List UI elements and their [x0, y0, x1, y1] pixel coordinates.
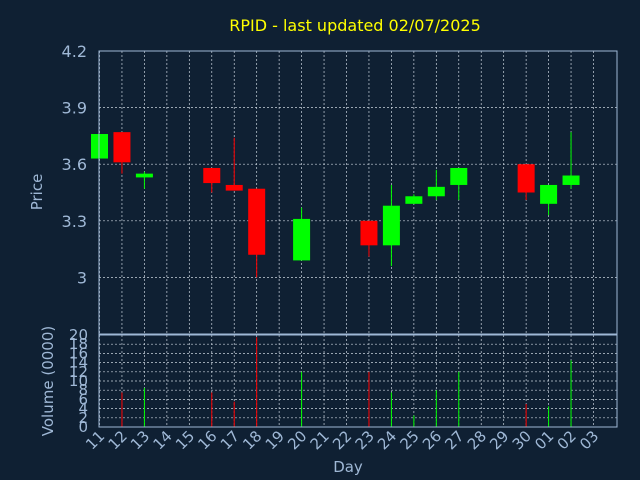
candle-body	[450, 167, 468, 185]
price-axis-label: Price	[28, 174, 46, 211]
candle-body	[113, 132, 131, 163]
candle-body	[517, 164, 535, 193]
volume-tick-label: 14	[69, 354, 88, 372]
chart-title: RPID - last updated 02/07/2025	[229, 16, 481, 35]
candle-body	[360, 220, 378, 246]
x-tick-label: 03	[576, 427, 602, 453]
volume-tick-label: 16	[69, 344, 88, 362]
candle-body	[248, 188, 266, 255]
volume-tick-label: 4	[78, 400, 88, 418]
volume-tick-label: 20	[69, 326, 88, 344]
volume-tick-label: 10	[69, 372, 88, 390]
candle-body	[427, 186, 445, 197]
price-tick-label: 3.6	[62, 155, 87, 174]
volume-tick-label: 6	[78, 390, 88, 408]
candle-body	[203, 167, 221, 184]
volume-tick-label: 0	[78, 418, 88, 436]
candle-body	[293, 218, 311, 261]
price-tick-label: 4.2	[62, 42, 87, 61]
price-tick-label: 3.9	[62, 99, 87, 118]
volume-frame	[98, 334, 618, 428]
price-tick-label: 3.3	[62, 212, 87, 231]
candle-body	[540, 184, 558, 204]
volume-tick-label: 18	[69, 335, 88, 353]
candle-body	[562, 175, 580, 185]
volume-axis-label: Volume (0000)	[39, 326, 57, 436]
volume-tick-label: 12	[69, 363, 88, 381]
candle-body	[405, 196, 423, 204]
price-tick-label: 3	[77, 268, 87, 287]
price-frame	[98, 50, 618, 335]
candle-body	[135, 173, 153, 178]
price-panel: 3 3.3 3.6 3.9 4.2	[62, 42, 618, 335]
x-axis: 1112131415161718192021222324252627282930…	[82, 427, 602, 453]
volume-tick-label: 8	[78, 381, 88, 399]
candle-body	[225, 184, 243, 191]
candle-body	[382, 205, 400, 246]
x-axis-label: Day	[333, 458, 363, 476]
volume-tick-label: 2	[78, 409, 88, 427]
